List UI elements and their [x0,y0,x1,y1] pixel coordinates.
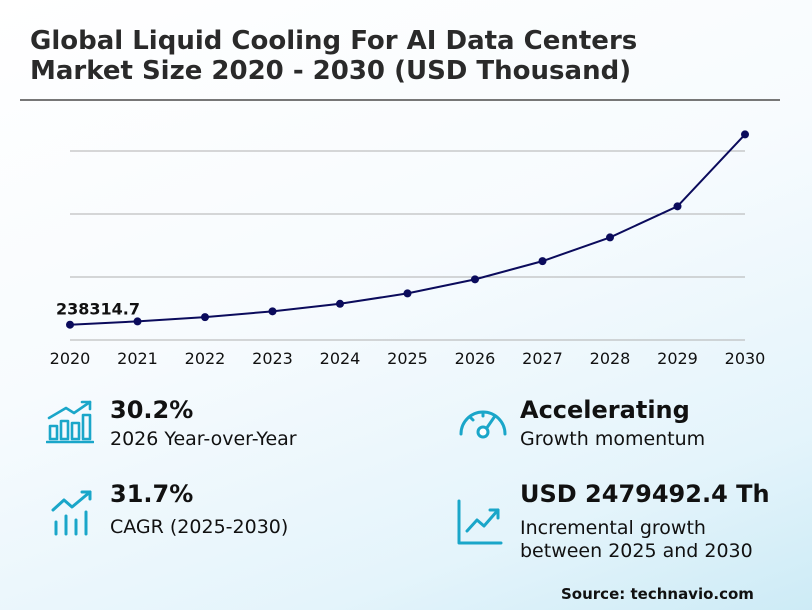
data-point-2022 [201,313,209,322]
stat-cagr-value: 31.7% [110,480,194,508]
x-tick-label: 2021 [117,349,158,368]
data-point-2028 [606,233,614,242]
x-tick-label: 2028 [590,349,631,368]
stat-momentum-label: Growth momentum [520,428,706,450]
title-line-2: Market Size 2020 - 2030 (USD Thousand) [30,56,632,86]
data-point-2023 [268,307,277,316]
title-divider [20,99,780,101]
stat-incremental-value: USD 2479492.4 Th [520,480,770,508]
x-tick-label: 2022 [185,349,226,368]
data-point-2024 [336,299,344,308]
stat-momentum-value: Accelerating [520,396,690,424]
data-point-2021 [133,317,142,326]
line-chart-up-icon [457,499,503,545]
speedometer-icon [459,410,507,439]
bar-chart-growth-icon [46,400,94,444]
data-point-2025 [403,289,412,298]
x-tick-label: 2025 [387,349,428,368]
x-tick-label: 2030 [725,349,766,368]
stat-yoy-label: 2026 Year-over-Year [110,428,297,450]
x-tick-label: 2027 [522,349,563,368]
stat-incremental-label-line2: between 2025 and 2030 [520,540,753,562]
title-line-1: Global Liquid Cooling For AI Data Center… [30,26,638,56]
data-labels: 238314.7 [56,300,140,319]
stat-incremental-label-line1: Incremental growth [520,517,706,539]
data-point-2030 [741,130,749,139]
data-point-2027 [538,257,547,266]
x-tick-label: 2020 [50,349,91,368]
line-chart: 2020 2021 2022 2023 2024 2025 2026 2027 2028 2029… [50,130,766,368]
data-points [66,130,749,329]
data-point-2029 [673,202,682,211]
data-point-2026 [471,275,479,284]
x-tick-label: 2024 [320,349,361,368]
x-tick-label: 2029 [657,349,698,368]
data-label: 238314.7 [56,300,140,319]
chart-title: Global Liquid Cooling For AI Data Center… [30,26,637,86]
stat-yoy-value: 30.2% [110,396,194,424]
source-credit: Source: technavio.com [561,585,754,603]
x-axis-ticks: 2020 2021 2022 2023 2024 2025 2026 2027 2028 2029… [50,349,766,368]
stat-cagr-label: CAGR (2025-2030) [110,516,289,538]
x-tick-label: 2026 [455,349,496,368]
x-tick-label: 2023 [252,349,293,368]
grid-lines [70,150,745,341]
data-point-2020 [66,320,74,329]
trend-bars-icon [51,490,92,536]
